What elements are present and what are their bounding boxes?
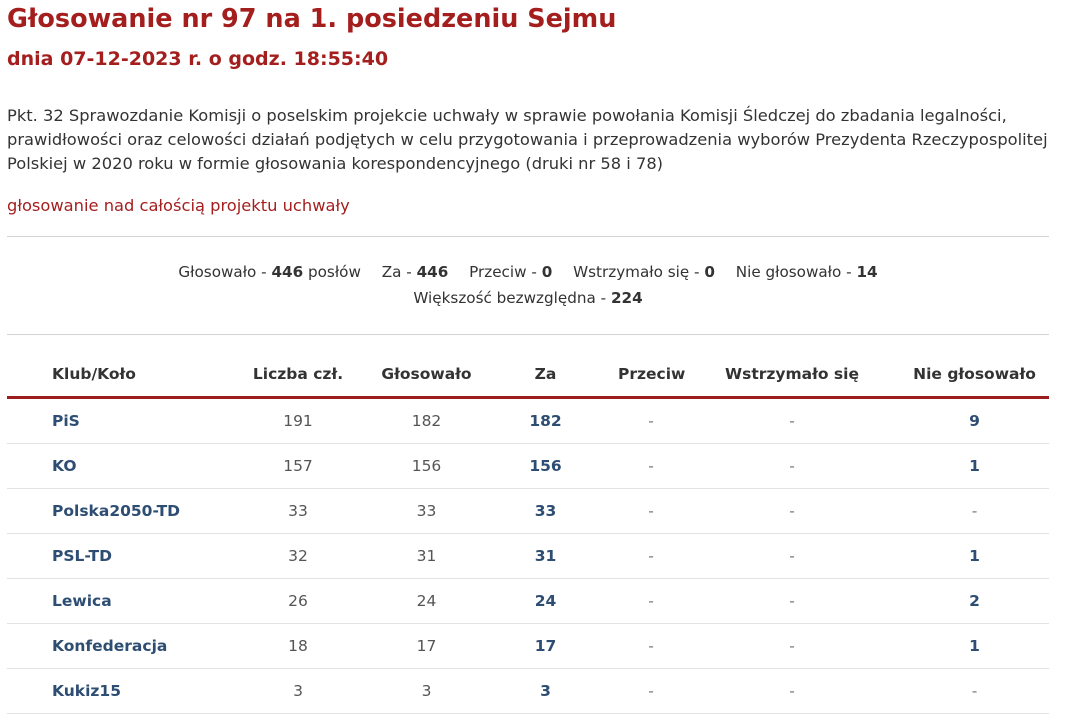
voted-cell: 33 (380, 488, 473, 534)
wstrzymalo-cell: - (684, 397, 900, 444)
majority-label: Większość bezwzględna - (413, 289, 607, 307)
vote-type: głosowanie nad całością projektu uchwały (7, 196, 350, 215)
club-link[interactable]: PSL-TD (7, 533, 216, 579)
nie-glosowalo-link[interactable]: 1 (900, 533, 1049, 579)
voted-cell: 17 (380, 623, 473, 669)
summary-za: Za - 446 (382, 263, 453, 281)
wstrzymalo-cell: - (684, 488, 900, 534)
column-header-club[interactable]: Klub/Koło (7, 352, 216, 399)
za-link[interactable]: 33 (473, 488, 618, 534)
wstrzymalo-cell: - (684, 623, 900, 669)
voted-cell: 3 (380, 668, 473, 714)
wstrzymalo-cell: - (684, 668, 900, 714)
members-cell: 157 (216, 443, 380, 489)
table-row: PSL-TD 32 31 31 - - 1 (7, 533, 1049, 579)
summary-voted: Głosowało - 446 posłów (178, 263, 365, 281)
wstrzymalo-cell: - (684, 443, 900, 489)
za-link[interactable]: 24 (473, 578, 618, 624)
table-row: KO 157 156 156 - - 1 (7, 443, 1049, 489)
za-link[interactable]: 3 (473, 668, 618, 714)
agenda-item-description: Pkt. 32 Sprawozdanie Komisji o poselskim… (7, 104, 1052, 176)
summary-przeciw-value: 0 (541, 263, 553, 281)
page-title: Głosowanie nr 97 na 1. posiedzeniu Sejmu (7, 4, 617, 34)
table-row: Lewica 26 24 24 - - 2 (7, 578, 1049, 624)
club-link[interactable]: PiS (7, 397, 216, 444)
summary-za-value: 446 (416, 263, 449, 281)
nie-glosowalo-cell: - (900, 668, 1049, 714)
summary-voted-value: 446 (271, 263, 304, 281)
summary-voted-label: Głosowało - (178, 263, 267, 281)
vote-summary: Głosowało - 446 posłów Za - 446 Przeciw … (0, 263, 1056, 281)
wstrzymalo-cell: - (684, 578, 900, 624)
summary-przeciw-label: Przeciw - (469, 263, 537, 281)
column-header-przeciw[interactable]: Przeciw (618, 352, 685, 399)
club-link[interactable]: KO (7, 443, 216, 489)
za-link[interactable]: 182 (473, 397, 618, 444)
za-link[interactable]: 31 (473, 533, 618, 579)
za-link[interactable]: 156 (473, 443, 618, 489)
members-cell: 191 (216, 397, 380, 444)
majority-summary: Większość bezwzględna - 224 (0, 289, 1056, 307)
nie-glosowalo-link[interactable]: 2 (900, 578, 1049, 624)
majority-value: 224 (610, 289, 643, 307)
club-results-table: Klub/Koło Liczba czł. Głosowało Za Przec… (7, 352, 1049, 714)
description-line-2: prawidłowości oraz celowości działań pod… (7, 130, 1048, 149)
club-link[interactable]: Polska2050-TD (7, 488, 216, 534)
summary-nie-glosowalo: Nie głosowało - 14 (736, 263, 878, 281)
summary-voted-unit: posłów (308, 263, 361, 281)
summary-przeciw: Przeciw - 0 (469, 263, 557, 281)
nie-glosowalo-link[interactable]: 1 (900, 623, 1049, 669)
za-link[interactable]: 17 (473, 623, 618, 669)
summary-nie-glosowalo-label: Nie głosowało - (735, 263, 852, 281)
voted-cell: 182 (380, 397, 473, 444)
voted-cell: 24 (380, 578, 473, 624)
przeciw-cell: - (618, 488, 684, 534)
summary-za-label: Za - (381, 263, 412, 281)
club-link[interactable]: Konfederacja (7, 623, 216, 669)
summary-wstrzymalo: Wstrzymało się - 0 (573, 263, 720, 281)
nie-glosowalo-cell: - (900, 488, 1049, 534)
wstrzymalo-cell: - (684, 533, 900, 579)
summary-nie-glosowalo-value: 14 (856, 263, 878, 281)
members-cell: 32 (216, 533, 380, 579)
summary-wstrzymalo-label: Wstrzymało się - (573, 263, 700, 281)
summary-wstrzymalo-value: 0 (704, 263, 715, 281)
description-line-3: Polskiej w 2020 roku w formie głosowania… (7, 154, 664, 173)
table-row: Kukiz15 3 3 3 - - - (7, 668, 1049, 714)
members-cell: 26 (216, 578, 380, 624)
description-line-1: Pkt. 32 Sprawozdanie Komisji o poselskim… (7, 106, 1007, 125)
przeciw-cell: - (618, 443, 684, 489)
members-cell: 18 (216, 623, 380, 669)
column-header-nie-glosowalo[interactable]: Nie głosowało (900, 352, 1049, 399)
table-row: PiS 191 182 182 - - 9 (7, 397, 1049, 444)
przeciw-cell: - (618, 668, 684, 714)
voted-cell: 156 (380, 443, 473, 489)
przeciw-cell: - (618, 533, 684, 579)
przeciw-cell: - (618, 623, 684, 669)
club-link[interactable]: Kukiz15 (7, 668, 216, 714)
divider-top (7, 236, 1049, 237)
column-header-members[interactable]: Liczba czł. (216, 352, 380, 399)
divider-bottom (7, 334, 1049, 335)
przeciw-cell: - (618, 578, 684, 624)
table-header-row: Klub/Koło Liczba czł. Głosowało Za Przec… (7, 352, 1049, 399)
club-link[interactable]: Lewica (7, 578, 216, 624)
column-header-wstrzymalo[interactable]: Wstrzymało się (684, 352, 900, 399)
voted-cell: 31 (380, 533, 473, 579)
przeciw-cell: - (618, 397, 684, 444)
column-header-za[interactable]: Za (473, 352, 618, 399)
table-row: Polska2050-TD 33 33 33 - - - (7, 488, 1049, 534)
members-cell: 3 (216, 668, 380, 714)
nie-glosowalo-link[interactable]: 1 (900, 443, 1049, 489)
members-cell: 33 (216, 488, 380, 534)
nie-glosowalo-link[interactable]: 9 (900, 397, 1049, 444)
vote-date: dnia 07-12-2023 r. o godz. 18:55:40 (7, 48, 389, 70)
table-row: Konfederacja 18 17 17 - - 1 (7, 623, 1049, 669)
column-header-voted[interactable]: Głosowało (380, 352, 473, 399)
